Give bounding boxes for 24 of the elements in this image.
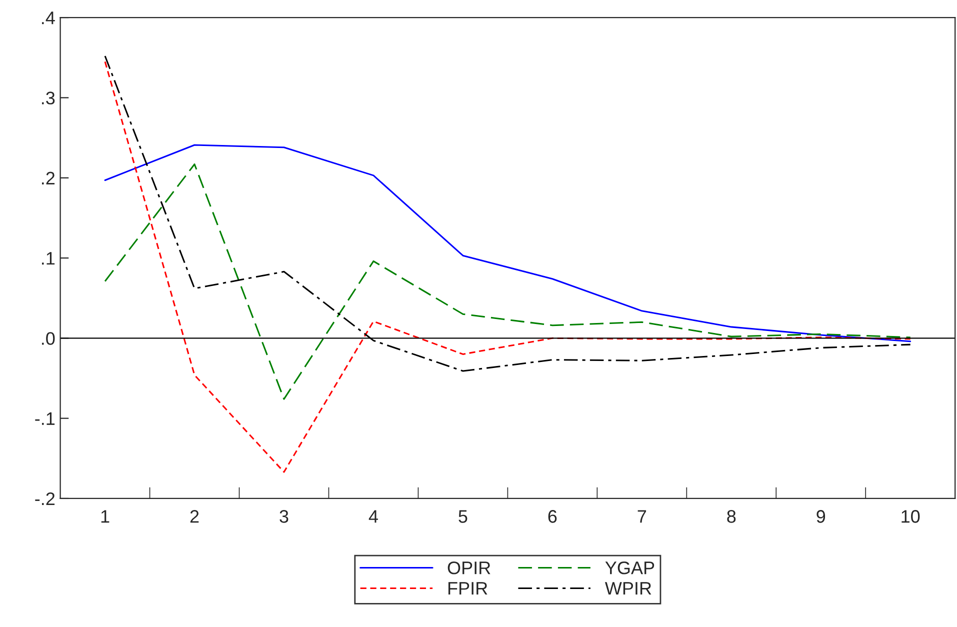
legend-label: FPIR <box>448 582 488 595</box>
x-tick-label: 8 <box>727 510 736 523</box>
x-tick-label: 7 <box>638 510 646 523</box>
y-tick-label: .0 <box>42 332 55 345</box>
y-tick-label: .4 <box>42 12 55 24</box>
y-tick-label: -.2 <box>35 492 55 506</box>
line-series <box>104 144 912 342</box>
x-tick-label: 2 <box>190 510 199 523</box>
x-tick-label: 6 <box>548 510 557 523</box>
x-tick-label: 3 <box>280 510 288 523</box>
x-tick-label: 10 <box>902 510 920 523</box>
x-tick-label: 4 <box>368 510 378 523</box>
y-tick-label: .3 <box>42 92 55 104</box>
legend-label: OPIR <box>448 561 490 574</box>
x-tick-label: 9 <box>816 510 826 523</box>
x-tick-label: 5 <box>458 510 468 523</box>
line-series <box>104 60 912 473</box>
line-series <box>104 163 912 400</box>
legend-label: WPIR <box>604 582 652 595</box>
x-tick-label: 1 <box>101 510 110 523</box>
y-tick-label: -.1 <box>35 412 55 425</box>
legend-label: YGAP <box>605 561 654 574</box>
y-tick-label: .1 <box>42 252 55 265</box>
y-tick-label: .2 <box>42 172 55 184</box>
